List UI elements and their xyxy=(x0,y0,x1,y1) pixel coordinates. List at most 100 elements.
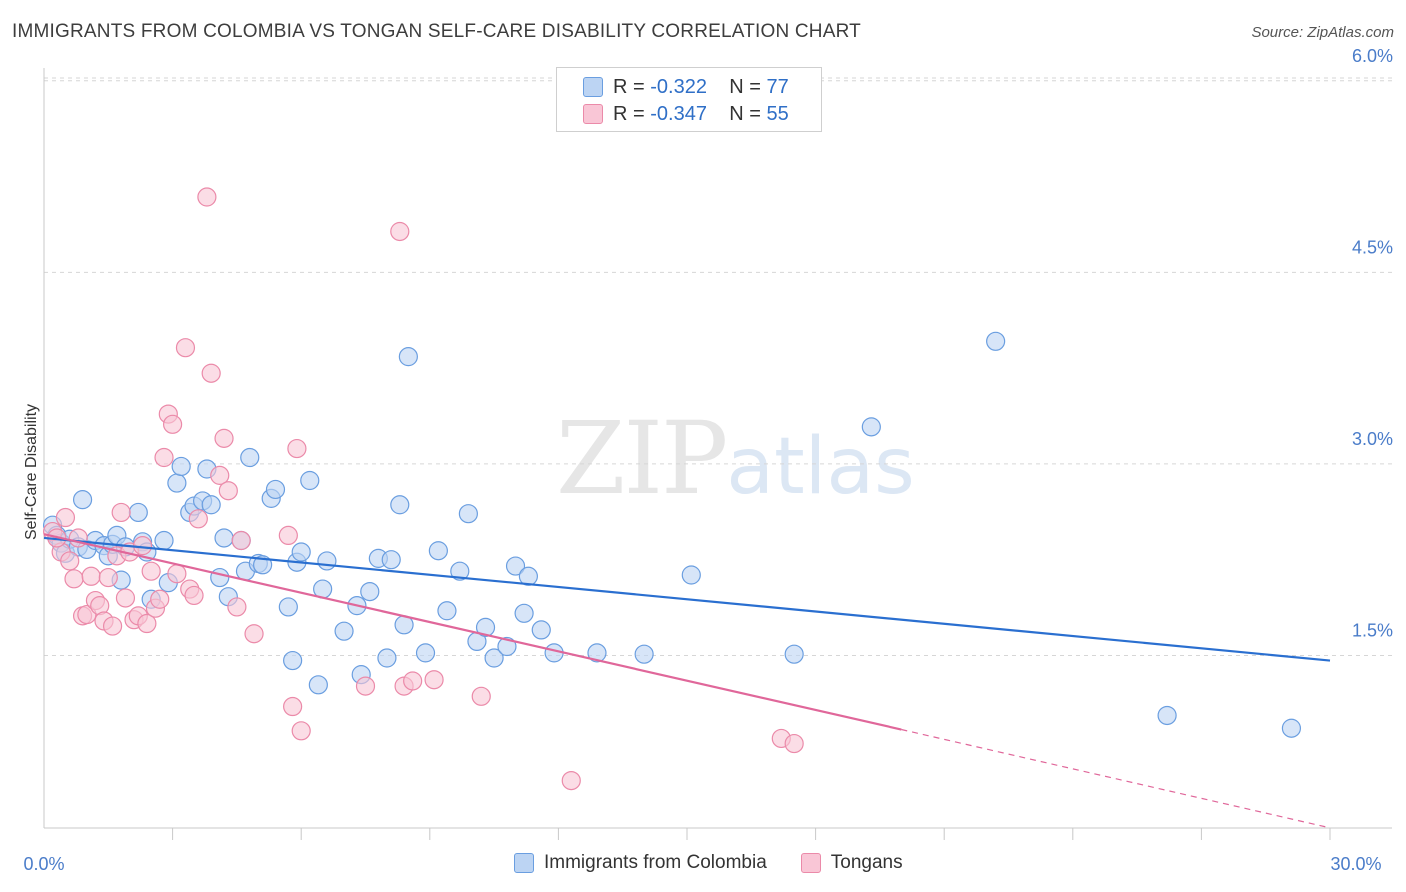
colombia-point xyxy=(986,331,1006,351)
colombia-point xyxy=(291,542,311,562)
tongan-point xyxy=(111,502,131,523)
colombia-point xyxy=(171,456,191,477)
legend-n-label: N = xyxy=(729,75,761,98)
tongan-point xyxy=(210,465,230,485)
legend-swatch-pink xyxy=(583,104,603,124)
tongan-point xyxy=(283,696,303,717)
colombia-point xyxy=(278,597,298,617)
tongan-point xyxy=(561,770,581,791)
tongan-point xyxy=(231,530,251,551)
tongan-point xyxy=(60,551,80,571)
legend-r-label: R = xyxy=(613,75,645,98)
y-tick-label: 4.5% xyxy=(1352,237,1393,257)
tongan-point xyxy=(102,616,123,636)
tongan-point xyxy=(167,564,187,584)
data-points xyxy=(42,187,1302,791)
tongan-point xyxy=(141,561,161,581)
correlation-legend: R = -0.322 N = 77 R = -0.347 N = 55 xyxy=(556,67,822,132)
colombia-point xyxy=(1157,705,1177,726)
colombia-point xyxy=(283,650,303,671)
colombia-point xyxy=(518,566,538,586)
colombia-point xyxy=(154,530,174,551)
trend-lines xyxy=(43,533,1331,829)
tongan-point xyxy=(137,613,157,634)
colombia-point xyxy=(300,470,320,491)
tongan-point xyxy=(355,676,376,696)
tongan-point xyxy=(132,536,153,556)
colombia-point xyxy=(450,561,470,581)
colombia-point xyxy=(390,495,410,515)
colombia-point xyxy=(334,621,354,641)
tongan-point xyxy=(403,671,423,691)
tongan-point xyxy=(150,589,170,609)
colombia-point xyxy=(201,495,221,515)
series-legend-colombia: Immigrants from Colombia xyxy=(514,852,767,874)
legend-n-value: 77 xyxy=(766,75,789,98)
legend-n-value: 55 xyxy=(766,102,789,125)
colombia-point xyxy=(428,541,448,561)
y-tick-label: 6.0% xyxy=(1352,46,1393,66)
colombia-point xyxy=(317,551,337,571)
colombia-point xyxy=(681,565,701,585)
series-legend-label: Tongans xyxy=(830,852,903,873)
colombia-point xyxy=(784,644,804,664)
tongan-point xyxy=(115,588,136,608)
tongan-point xyxy=(188,509,208,529)
colombia-point xyxy=(484,648,504,668)
axes xyxy=(43,68,1392,840)
tongan-point xyxy=(64,569,84,589)
tongan-point xyxy=(218,481,238,501)
colombia-point xyxy=(437,601,457,621)
colombia-point xyxy=(458,504,478,524)
tongan-point xyxy=(55,507,76,528)
colombia-point xyxy=(214,528,234,548)
tongan-point xyxy=(184,585,204,606)
tongan-point xyxy=(175,338,196,358)
series-swatch-pink xyxy=(800,853,821,873)
colombia-point xyxy=(1281,718,1302,738)
colombia-point xyxy=(415,643,436,663)
tongan-point xyxy=(287,438,307,459)
tongan-point xyxy=(390,221,410,242)
tongan-trend-extension xyxy=(901,728,1331,829)
chart-title: IMMIGRANTS FROM COLOMBIA VS TONGAN SELF-… xyxy=(12,21,861,42)
series-swatch-blue xyxy=(514,853,534,873)
legend-r-label: R = xyxy=(613,102,645,125)
tongan-point xyxy=(424,670,444,690)
colombia-point xyxy=(861,417,881,437)
y-axis-label: Self-Care Disability xyxy=(23,404,40,540)
legend-r-value: -0.347 xyxy=(650,102,707,125)
colombia-point xyxy=(72,490,93,510)
legend-row-colombia: R = -0.322 N = 77 xyxy=(583,73,789,101)
watermark-atlas: atlas xyxy=(726,422,915,512)
legend-swatch-blue xyxy=(583,77,603,97)
colombia-point xyxy=(531,620,551,640)
tongan-trend-line xyxy=(43,533,902,731)
tongan-point xyxy=(163,414,183,434)
colombia-point xyxy=(634,644,654,664)
colombia-point xyxy=(377,648,397,668)
tick-labels: 1.5% 3.0% 4.5% 6.0% 0.0% 30.0% Self-Care Disab… xyxy=(23,46,1393,874)
colombia-point xyxy=(514,603,534,623)
series-legend: Immigrants from Colombia Tongans xyxy=(514,852,937,874)
colombia-point xyxy=(360,581,380,602)
watermark: ZIPatlas xyxy=(556,400,915,517)
colombia-point xyxy=(167,473,187,493)
tongan-point xyxy=(227,597,247,617)
y-tick-label: 3.0% xyxy=(1352,429,1393,449)
colombia-point xyxy=(381,550,401,570)
colombia-trend-line xyxy=(43,536,1331,662)
legend-n-label: N = xyxy=(729,102,761,125)
colombia-point xyxy=(308,675,328,695)
tongan-point xyxy=(214,428,234,448)
tongan-point xyxy=(154,447,174,468)
tongan-point xyxy=(278,525,298,546)
source-note: Source: ZipAtlas.com xyxy=(1251,24,1394,41)
y-tick-label: 1.5% xyxy=(1352,620,1393,640)
legend-r-value: -0.322 xyxy=(650,75,707,98)
x-tick-label-max: 30.0% xyxy=(1330,854,1381,874)
colombia-point xyxy=(505,556,526,576)
colombia-point xyxy=(128,502,148,523)
tongan-point xyxy=(197,187,217,207)
